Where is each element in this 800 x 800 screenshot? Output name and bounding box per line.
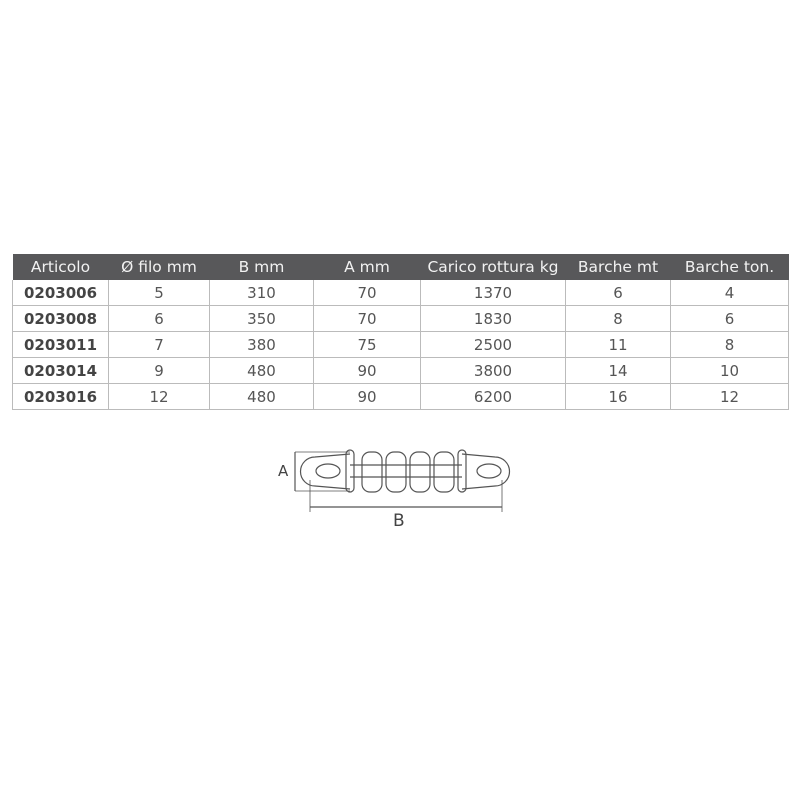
table-cell: 1830	[420, 305, 566, 332]
table-row: 0203008 6 350 70 1830 8 6	[12, 305, 789, 332]
table-cell: 5	[108, 280, 210, 306]
table-row: 0203011 7 380 75 2500 11 8	[12, 331, 789, 358]
column-header: B mm	[209, 254, 314, 280]
table-cell: 8	[565, 305, 671, 332]
spec-table: Articolo Ø filo mm B mm A mm Carico rottura …	[12, 254, 789, 410]
table-cell: 1370	[420, 280, 566, 306]
table-cell: 70	[313, 280, 421, 306]
table-cell: 3800	[420, 357, 566, 384]
table-cell: 90	[313, 383, 421, 410]
table-cell: 8	[670, 331, 789, 358]
table-cell: 480	[209, 357, 314, 384]
table-cell: 480	[209, 383, 314, 410]
table-cell: 380	[209, 331, 314, 358]
column-header: Ø filo mm	[108, 254, 210, 280]
table-cell: 310	[209, 280, 314, 306]
column-header: Carico rottura kg	[420, 254, 566, 280]
table-header-row: Articolo Ø filo mm B mm A mm Carico rottura …	[12, 254, 789, 280]
table-row: 0203014 9 480 90 3800 14 10	[12, 357, 789, 384]
table-cell: 14	[565, 357, 671, 384]
article-code-cell: 0203008	[12, 305, 109, 332]
table-cell: 12	[670, 383, 789, 410]
table-cell: 11	[565, 331, 671, 358]
table-cell: 75	[313, 331, 421, 358]
dimension-b-label: B	[393, 511, 405, 531]
column-header: Barche ton.	[670, 254, 789, 280]
column-header: Barche mt	[565, 254, 671, 280]
table-cell: 70	[313, 305, 421, 332]
article-code-cell: 0203014	[12, 357, 109, 384]
column-header: A mm	[313, 254, 421, 280]
table-cell: 4	[670, 280, 789, 306]
article-code-cell: 0203006	[12, 280, 109, 306]
column-header: Articolo	[12, 254, 109, 280]
table-cell: 9	[108, 357, 210, 384]
table-cell: 10	[670, 357, 789, 384]
table-cell: 90	[313, 357, 421, 384]
table-cell: 6200	[420, 383, 566, 410]
table-cell: 2500	[420, 331, 566, 358]
table-cell: 6	[565, 280, 671, 306]
table-row: 0203006 5 310 70 1370 6 4	[12, 280, 789, 306]
article-code-cell: 0203016	[12, 383, 109, 410]
table-cell: 6	[108, 305, 210, 332]
table-cell: 7	[108, 331, 210, 358]
mooring-spring-diagram	[294, 449, 511, 512]
table-row: 0203016 12 480 90 6200 16 12	[12, 383, 789, 410]
dimension-a-label: A	[278, 462, 289, 480]
table-cell: 12	[108, 383, 210, 410]
table-cell: 16	[565, 383, 671, 410]
table-cell: 350	[209, 305, 314, 332]
table-cell: 6	[670, 305, 789, 332]
article-code-cell: 0203011	[12, 331, 109, 358]
